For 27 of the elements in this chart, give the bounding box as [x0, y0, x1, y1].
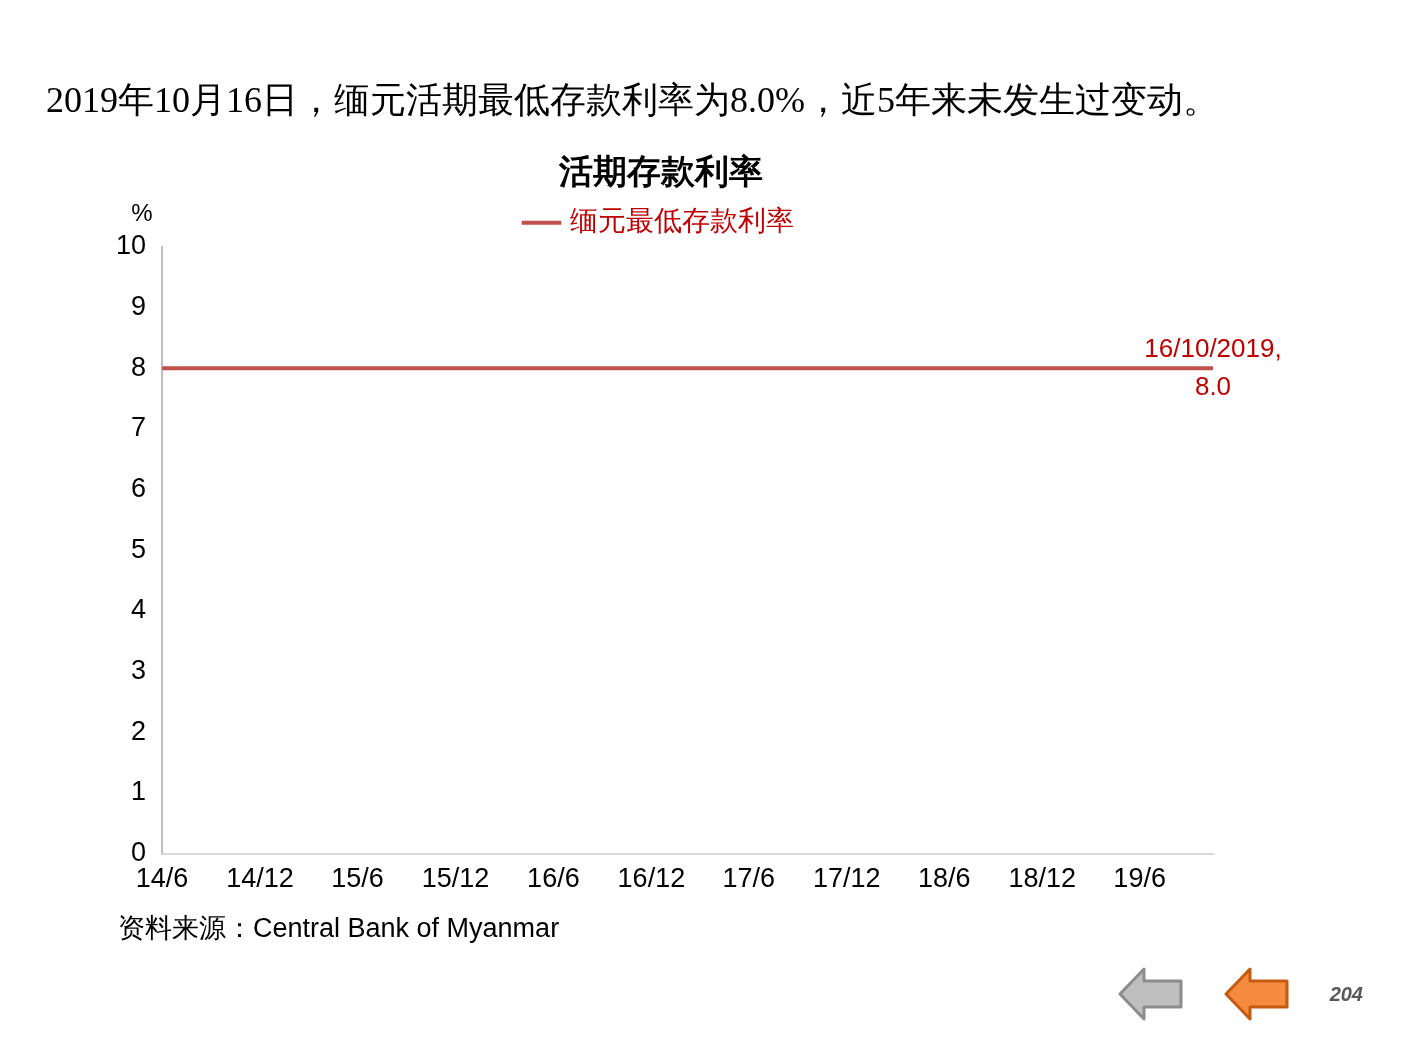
x-tick-label: 16/6: [527, 863, 580, 894]
x-tick-label: 15/6: [331, 863, 384, 894]
y-tick-label: 5: [131, 533, 147, 564]
y-tick-label: 2: [131, 715, 147, 746]
x-tick-label: 17/6: [722, 863, 776, 894]
x-tick-label: 17/12: [813, 863, 881, 894]
text: 204: [1329, 982, 1363, 1006]
annotation: 16/10/2019, 8.0: [1144, 333, 1282, 402]
y-tick-label: 8: [131, 351, 147, 382]
x-tick-label: 18/12: [1008, 863, 1076, 894]
x-tick-label: 14/12: [226, 863, 294, 894]
y-tick-label: 3: [131, 655, 147, 686]
y-tick-label: 9: [131, 290, 147, 321]
x-tick-label: 19/6: [1113, 863, 1166, 894]
y-tick-label: 7: [131, 412, 147, 443]
chart-subtitle: 活期存款利率: [557, 153, 763, 191]
y-tick-label: 10: [115, 230, 147, 261]
x-tick-label: 16/12: [617, 863, 686, 894]
chart-title: 2019年10月16日，缅元活期最低存款利率为8.0%，近5年来未发生过变动。: [45, 79, 1220, 122]
text: 资料来源：Central Bank of Myanmar: [118, 912, 561, 945]
y-tick-label: 1: [131, 776, 147, 807]
y-axis-title: %: [131, 199, 153, 227]
x-tick-label: 18/6: [917, 863, 971, 894]
legend-label: 缅元最低存款利率: [569, 205, 794, 237]
y-tick-label: 4: [131, 594, 147, 625]
x-tick-label: 15/12: [421, 863, 490, 894]
y-tick-label: 6: [131, 472, 147, 503]
